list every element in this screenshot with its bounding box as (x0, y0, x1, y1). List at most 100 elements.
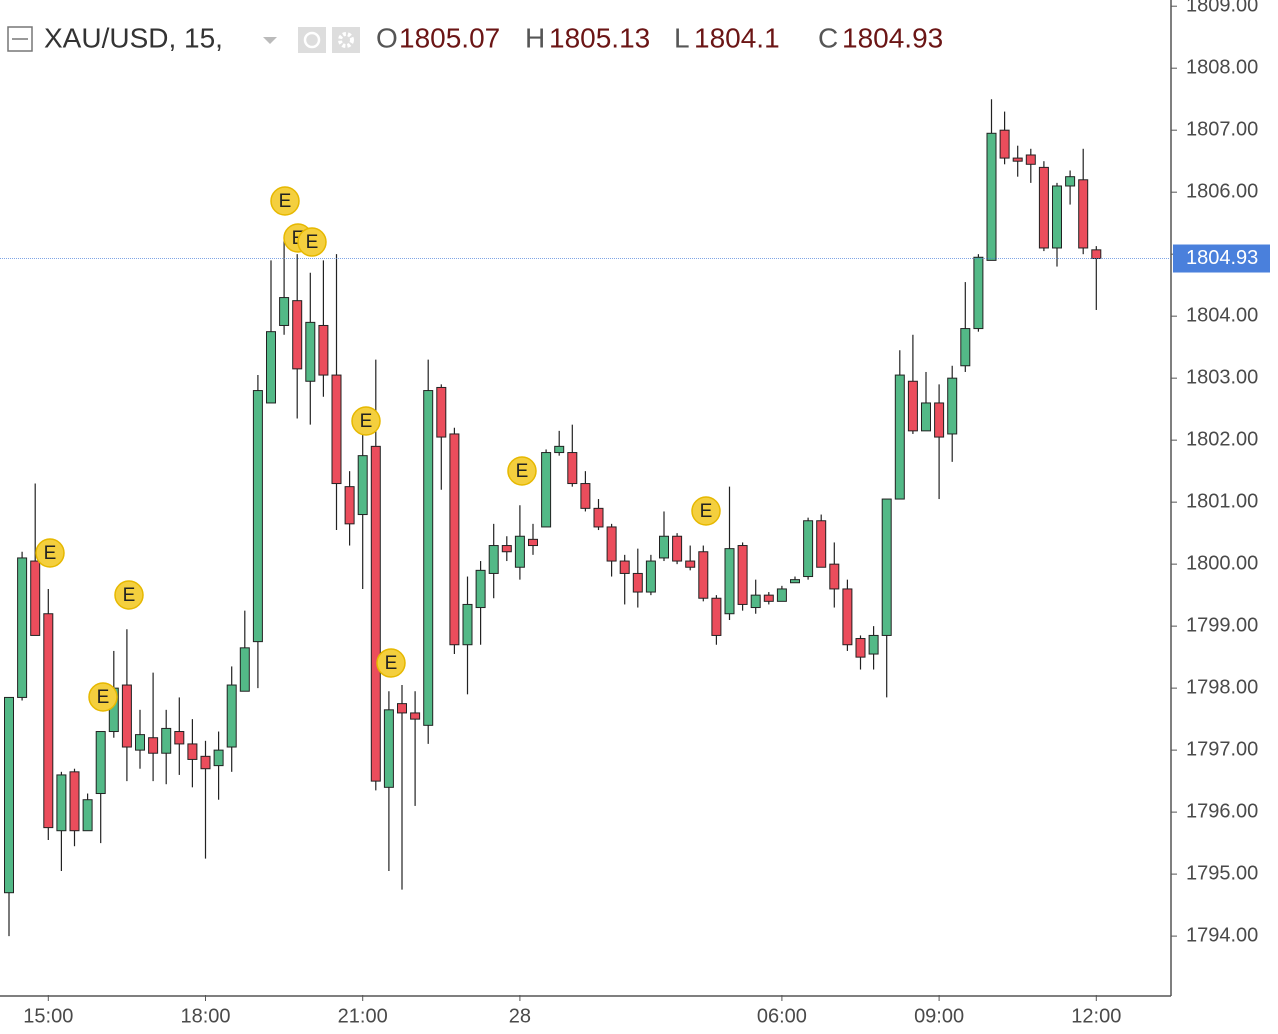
candle-body (331, 374, 342, 485)
candle-body (816, 520, 827, 568)
event-marker (297, 227, 327, 257)
candle-body (279, 297, 290, 326)
x-tick-label: 18:00 (180, 1005, 230, 1027)
open-label: O (376, 22, 398, 53)
high-value: 1805.13 (549, 22, 650, 53)
candle-body (95, 731, 106, 795)
candle-body (82, 799, 93, 832)
candle-body (776, 588, 787, 602)
event-marker (114, 580, 144, 610)
candle-body (292, 300, 303, 370)
candle-body (69, 771, 80, 832)
eye-icon[interactable] (298, 27, 326, 53)
candle-body (226, 684, 237, 748)
event-label: E (123, 585, 136, 606)
candle-body (973, 256, 984, 330)
settings-icon[interactable] (332, 27, 360, 53)
event-label: E (700, 501, 713, 522)
x-tick-label: 12:00 (1071, 1005, 1121, 1027)
y-tick-label: 1802.00 (1186, 428, 1258, 450)
y-tick-label: 1807.00 (1186, 118, 1258, 140)
candle-body (462, 603, 473, 646)
event-marker (35, 538, 65, 568)
y-tick-label: 1794.00 (1186, 924, 1258, 946)
candle-body (252, 390, 263, 643)
candle-body (475, 569, 486, 609)
close-label: C (818, 22, 838, 53)
candle-body (1078, 179, 1089, 249)
candle-body (161, 727, 172, 754)
candle-body (501, 545, 512, 553)
x-tick-label: 15:00 (23, 1005, 73, 1027)
y-tick-label: 1796.00 (1186, 800, 1258, 822)
candle-body (580, 483, 591, 509)
candle-body (619, 560, 630, 574)
candle-body (541, 452, 552, 528)
eye-icon-glyph (303, 31, 321, 49)
candle-body (305, 321, 316, 382)
candle-body (370, 445, 381, 782)
y-tick-label: 1801.00 (1186, 490, 1258, 512)
candle-body (357, 455, 368, 516)
last-price-box (1173, 244, 1270, 273)
candle-body (528, 538, 538, 547)
candle-body (488, 545, 499, 574)
candle-body (397, 703, 407, 714)
y-tick-label: 1797.00 (1186, 738, 1258, 760)
event-label: E (279, 191, 292, 212)
event-marker (691, 496, 721, 526)
candle-body (986, 132, 997, 261)
candle-body (881, 498, 892, 636)
candle-body (1012, 157, 1023, 162)
candle-body (344, 486, 355, 525)
candle-body (449, 433, 460, 646)
candle-body (514, 535, 525, 568)
candle-body (645, 560, 656, 593)
y-tick-label: 1804.00 (1186, 304, 1258, 326)
candle-body (187, 743, 198, 760)
event-label: E (306, 232, 319, 253)
low-value: 1804.1 (694, 22, 780, 53)
y-tick-label: 1800.00 (1186, 552, 1258, 574)
event-marker (351, 406, 381, 436)
candle-body (239, 647, 250, 692)
candle-body (1038, 166, 1049, 249)
y-tick-label: 1808.00 (1186, 56, 1258, 78)
event-label: E (360, 411, 373, 432)
candle-body (921, 402, 931, 432)
event-marker (88, 682, 118, 712)
candle-body (4, 696, 14, 894)
candle-body (894, 374, 905, 500)
x-tick-label: 28 (509, 1005, 531, 1027)
low-label: L (674, 22, 690, 53)
candle-body (934, 402, 945, 438)
candle-body (567, 452, 578, 485)
candle-body (606, 526, 617, 562)
candle-body (711, 597, 722, 636)
y-tick-label: 1798.00 (1186, 676, 1258, 698)
candle-body (659, 535, 669, 559)
event-marker (507, 456, 537, 486)
candle-body (999, 129, 1010, 159)
dropdown[interactable] (263, 37, 277, 44)
candle-body (148, 737, 159, 754)
close-value: 1804.93 (842, 22, 943, 53)
candle-body (121, 684, 132, 748)
candle-body (423, 390, 434, 726)
candle-body (30, 560, 41, 636)
candle-body (43, 613, 54, 829)
candle-body (672, 535, 683, 562)
open-value: 1805.07 (399, 22, 500, 53)
event-marker (376, 648, 406, 678)
last-price-label: 1804.93 (1186, 247, 1258, 269)
y-tick-label: 1806.00 (1186, 180, 1258, 202)
event-label: E (44, 543, 57, 564)
candle-body (200, 755, 211, 770)
candle-body (554, 445, 565, 454)
candle-body (213, 749, 224, 767)
event-label: E (97, 687, 110, 708)
candle-body (685, 560, 696, 568)
event-label: E (516, 461, 529, 482)
